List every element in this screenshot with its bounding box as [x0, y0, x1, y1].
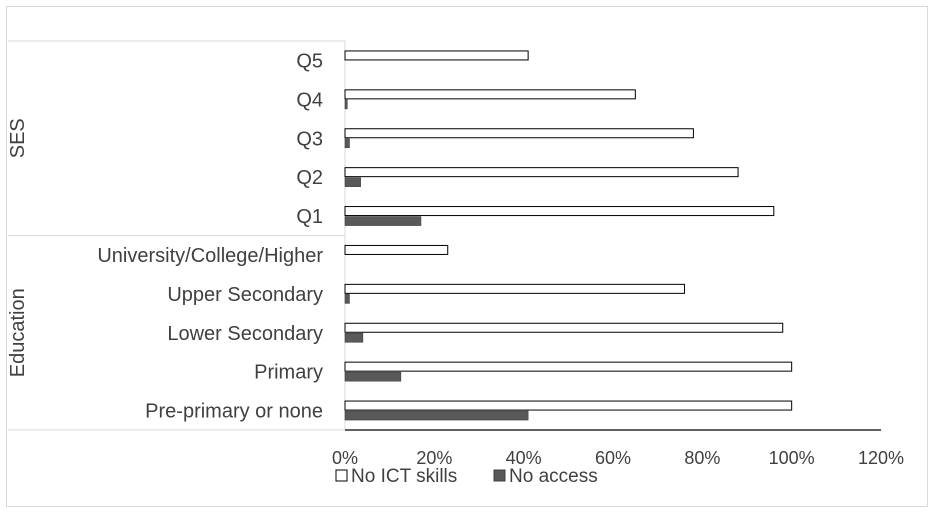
category-label: Q4	[296, 89, 323, 111]
bar-no-ict-skills	[344, 283, 685, 294]
bar-no-ict-skills	[344, 167, 739, 178]
group-labels: SES Education	[7, 118, 29, 377]
bar-no-ict-skills	[344, 400, 793, 411]
x-tick-label: 100%	[769, 448, 815, 468]
category-label: Lower Secondary	[167, 323, 323, 345]
bar-no-access	[344, 410, 529, 421]
category-label: Q5	[296, 50, 323, 72]
legend: No ICT skills No access	[335, 466, 598, 487]
legend-item-no-access: No access	[493, 466, 598, 487]
bar-no-access	[344, 216, 422, 226]
bar-no-access	[344, 177, 361, 187]
category-label: Q3	[296, 128, 323, 150]
x-tick-label: 60%	[595, 448, 631, 468]
x-tick-label: 0%	[332, 448, 358, 468]
legend-label-no-access: No access	[509, 466, 598, 487]
x-tick-label: 20%	[416, 448, 452, 468]
bar-no-access	[344, 138, 350, 149]
bar-no-ict-skills	[344, 322, 784, 333]
bar-no-ict-skills	[344, 361, 793, 372]
bar-no-ict-skills	[344, 89, 636, 100]
bar-no-access	[344, 99, 348, 110]
legend-swatch-no-access	[493, 469, 506, 482]
x-axis: 0% 20% 40% 60% 80% 100% 120%	[332, 429, 904, 468]
group-label: Education	[7, 288, 29, 377]
bar-no-ict-skills	[344, 128, 694, 139]
x-tick-label: 40%	[506, 448, 542, 468]
bar-no-access	[344, 371, 402, 382]
category-label: Q1	[296, 206, 323, 228]
category-labels: Q5 Q4 Q3 Q2 Q1 University/College/Higher Upper…	[97, 50, 323, 422]
bar-no-access	[344, 294, 350, 304]
category-label: University/College/Higher	[97, 245, 323, 267]
category-label: Upper Secondary	[167, 284, 323, 306]
legend-swatch-no-ict-skills	[335, 469, 348, 482]
legend-item-no-ict-skills: No ICT skills	[335, 466, 457, 487]
bar-no-access	[344, 332, 364, 343]
category-label: Pre-primary or none	[145, 401, 323, 423]
x-tick-label: 120%	[858, 448, 904, 468]
bar-no-ict-skills	[344, 244, 449, 255]
legend-label-no-ict-skills: No ICT skills	[351, 466, 457, 487]
x-tick-label: 80%	[684, 448, 720, 468]
bar-no-ict-skills	[344, 206, 775, 217]
category-label: Q2	[296, 167, 323, 189]
bars-layer	[344, 50, 793, 421]
category-label: Primary	[254, 362, 323, 384]
bar-no-ict-skills	[344, 50, 529, 61]
group-label: SES	[7, 118, 29, 158]
